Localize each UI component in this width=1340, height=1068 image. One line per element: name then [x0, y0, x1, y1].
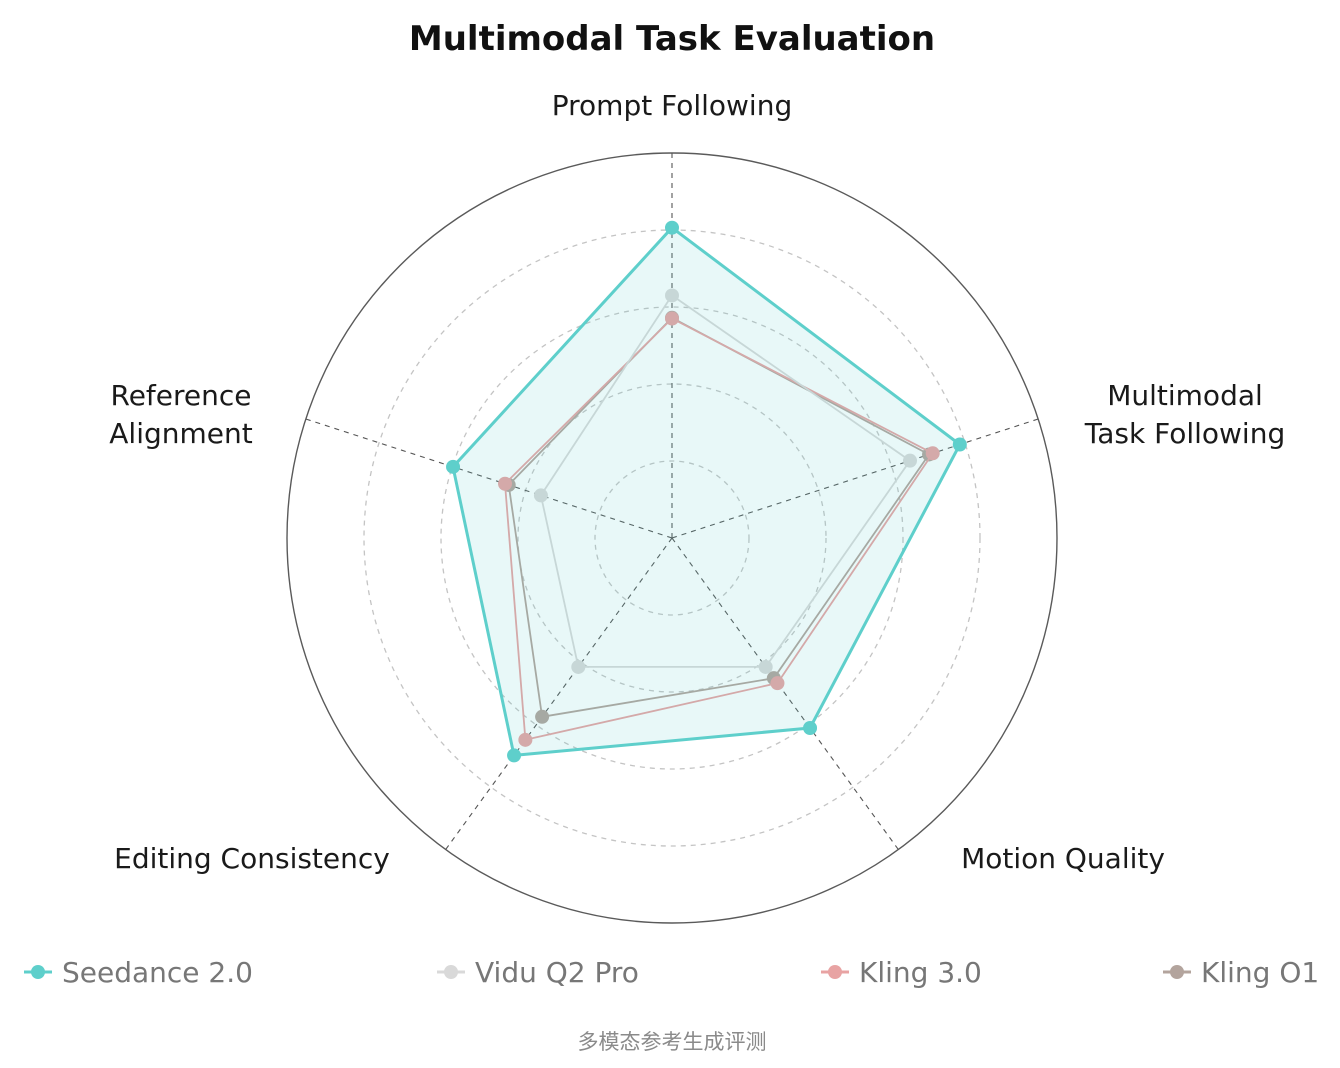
- legend-label: Seedance 2.0: [62, 956, 253, 989]
- data-point: [803, 720, 818, 735]
- axis-spoke: [671, 418, 1039, 539]
- axis-label-line: Editing Consistency: [114, 842, 390, 875]
- series-group: [533, 288, 918, 674]
- data-point: [758, 659, 773, 674]
- data-point: [446, 459, 461, 474]
- grid-ring: [594, 460, 750, 616]
- legend-swatch-marker: [31, 965, 45, 979]
- legend-label: Vidu Q2 Pro: [475, 956, 639, 989]
- legend-label: Kling 3.0: [859, 956, 982, 989]
- data-point: [518, 732, 533, 747]
- data-point: [535, 709, 550, 724]
- axis-spoke: [445, 537, 673, 850]
- legend-item: Kling O1: [1163, 956, 1319, 989]
- radar-grid: [286, 152, 1058, 924]
- series-polygon: [540, 294, 911, 668]
- caption: 多模态参考生成评测: [578, 1030, 767, 1054]
- data-point: [665, 311, 679, 326]
- series-group: [446, 220, 967, 763]
- legend-label: Kling O1: [1201, 956, 1319, 989]
- data-point: [665, 288, 679, 303]
- axis-label: Multimodal Task Following: [1084, 379, 1285, 450]
- series-polygon: [507, 316, 930, 718]
- axis-label-line: Prompt Following: [552, 89, 792, 122]
- data-point: [571, 659, 586, 674]
- grid-ring: [517, 383, 827, 693]
- legend-swatch-marker: [828, 965, 842, 979]
- data-point: [903, 453, 918, 468]
- axis-label: Prompt Following: [552, 89, 792, 122]
- legend: Seedance 2.0 Vidu Q2 Pro Kling 3.0 Kling O1: [24, 956, 1319, 989]
- data-point: [925, 446, 940, 461]
- axis-label: Motion Quality: [961, 842, 1165, 875]
- axis-label-line: Multimodal: [1107, 379, 1263, 412]
- axis-labels: Prompt Following Multimodal Task Following…: [109, 89, 1285, 875]
- legend-item: Seedance 2.0: [24, 956, 253, 989]
- legend-item: Kling 3.0: [821, 956, 982, 989]
- axis-label-line: Task Following: [1084, 417, 1285, 450]
- grid-ring: [440, 306, 904, 770]
- series-polygon: [504, 317, 934, 741]
- data-point: [533, 488, 548, 503]
- axis-label-line: Reference: [111, 379, 252, 412]
- data-point: [498, 476, 513, 491]
- data-point: [952, 437, 967, 452]
- axis-label: Reference Alignment: [109, 379, 252, 450]
- axis-spoke: [671, 537, 899, 850]
- legend-swatch-marker: [444, 965, 458, 979]
- series-group: [498, 311, 940, 747]
- data-point: [507, 748, 522, 763]
- axis-label-line: Alignment: [109, 417, 252, 450]
- axis-label-line: Motion Quality: [961, 842, 1165, 875]
- legend-swatch-marker: [1170, 965, 1184, 979]
- chart-title: Multimodal Task Evaluation: [409, 19, 935, 59]
- axis-label: Editing Consistency: [114, 842, 390, 875]
- data-point: [770, 676, 785, 691]
- data-point: [665, 220, 679, 235]
- legend-item: Vidu Q2 Pro: [437, 956, 639, 989]
- radar-series: [446, 220, 967, 763]
- series-polygon: [451, 226, 962, 757]
- axis-spoke: [305, 418, 673, 539]
